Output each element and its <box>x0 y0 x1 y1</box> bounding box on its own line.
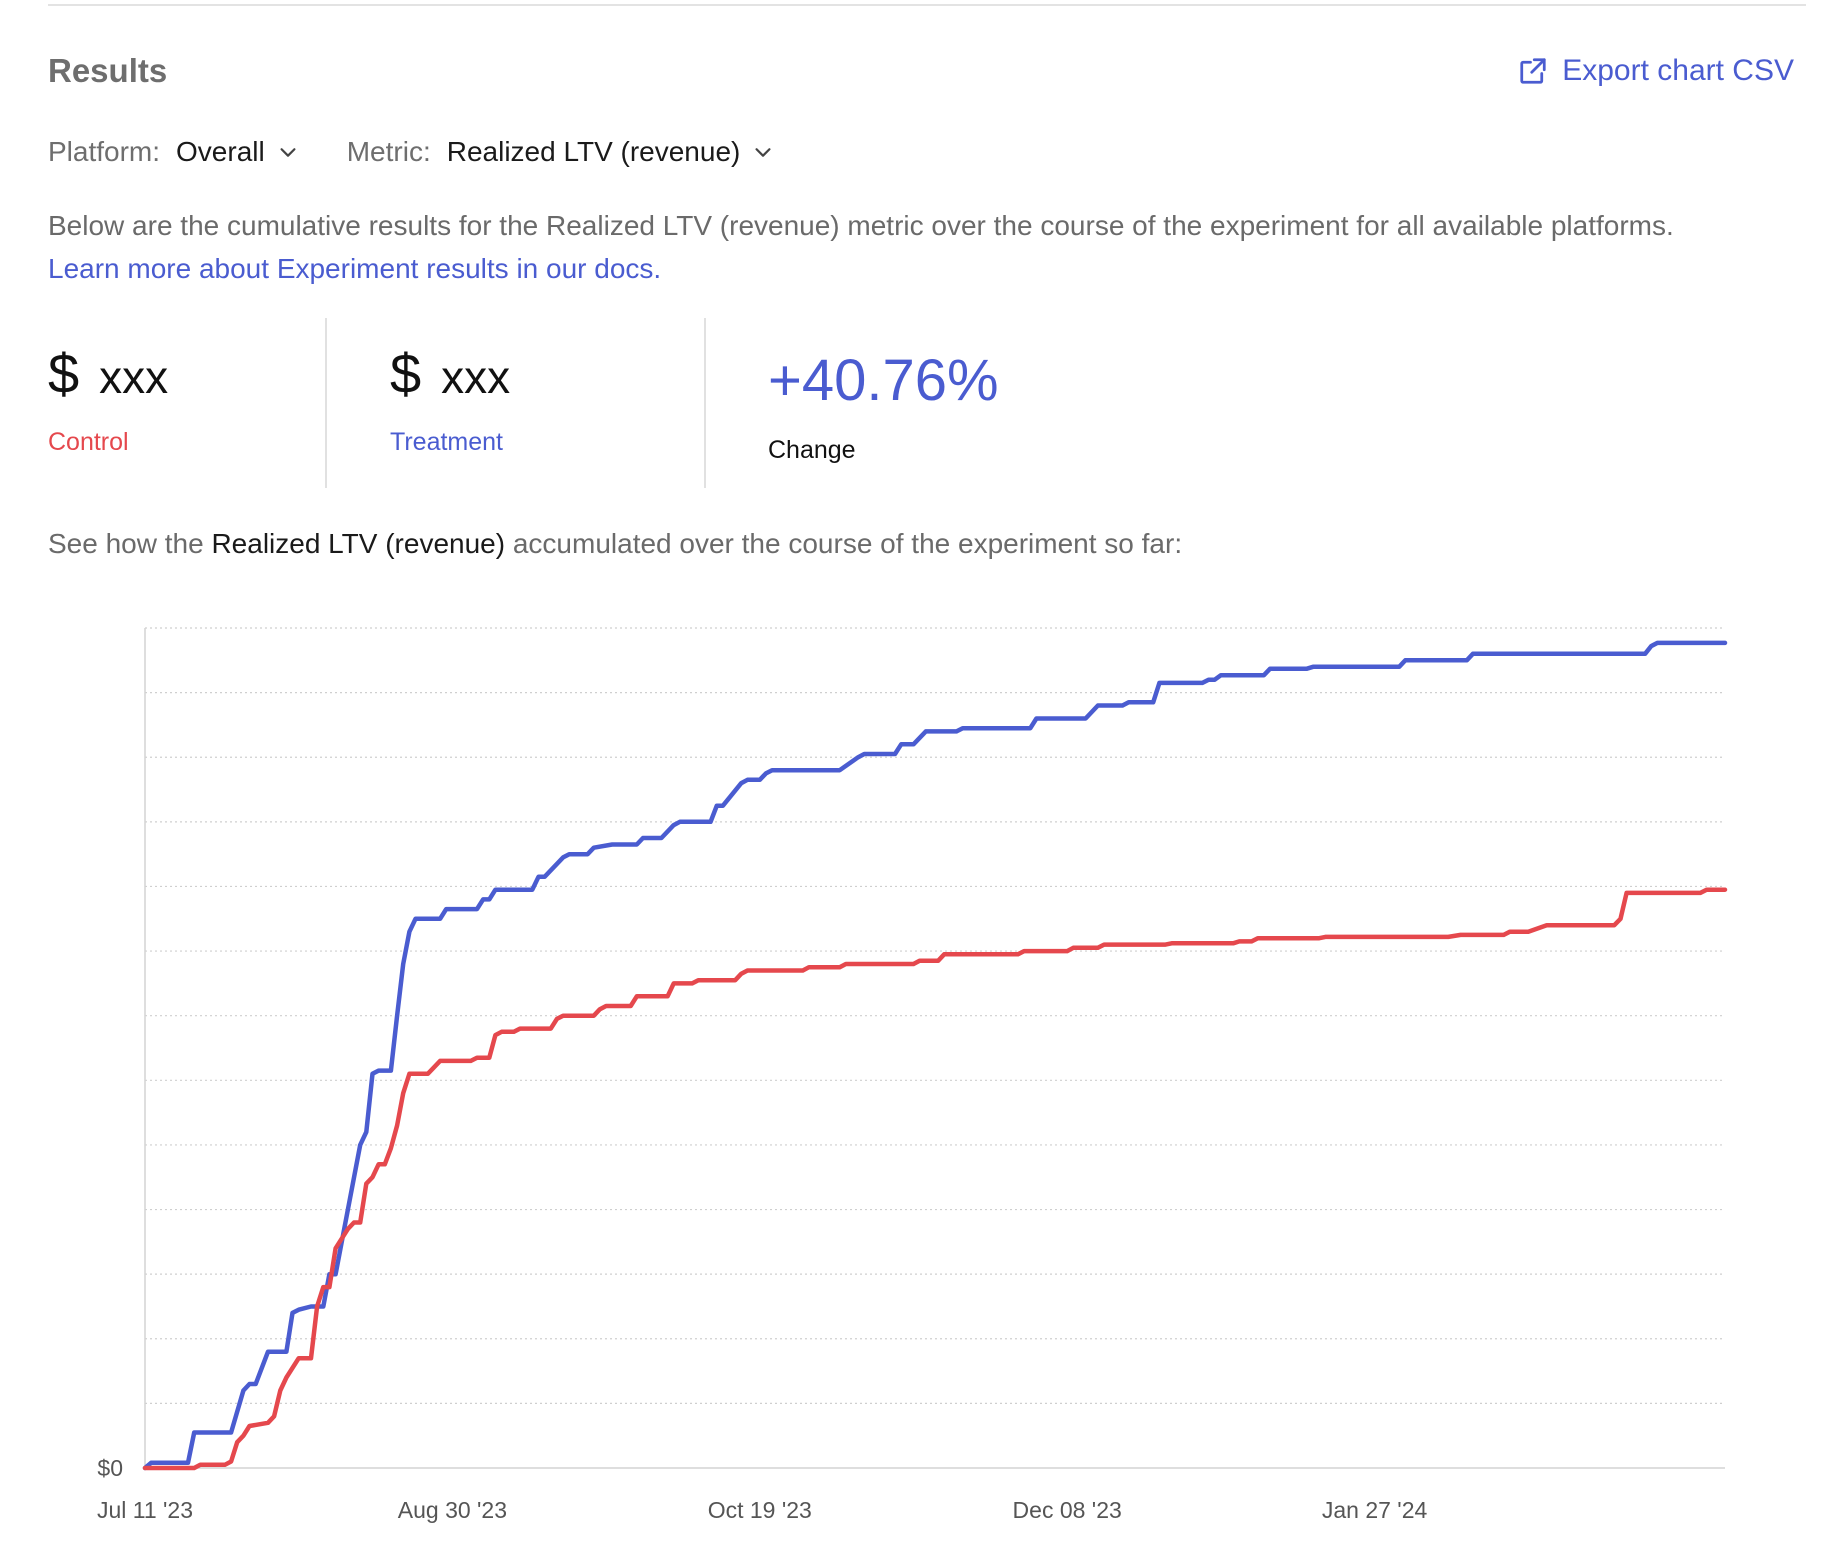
series-line-control <box>142 887 1728 1471</box>
platform-value: Overall <box>176 136 265 167</box>
description-text: Below are the cumulative results for the… <box>48 210 1674 241</box>
x-tick-label: Jan 27 '24 <box>1322 1497 1428 1523</box>
change-stat: +40.76% Change <box>768 318 1168 488</box>
y-tick-label: $0 <box>97 1455 123 1481</box>
metric-dropdown[interactable]: Metric: Realized LTV (revenue) <box>347 136 775 168</box>
control-label: Control <box>48 428 129 456</box>
control-currency: $ <box>48 342 80 405</box>
accumulation-suffix: accumulated over the course of the exper… <box>512 528 1183 559</box>
platform-label: Platform: <box>48 136 161 167</box>
accumulation-text: See how the Realized LTV (revenue) accum… <box>48 528 1182 560</box>
treatment-amount: xxx <box>441 351 511 403</box>
metric-label: Metric: <box>346 136 431 167</box>
chart-axes <box>144 628 1725 1469</box>
filter-bar: Platform: Overall Metric: Realized LTV (… <box>48 136 774 168</box>
x-tick-label: Aug 30 '23 <box>398 1497 507 1523</box>
export-chart-csv-label: Export chart CSV <box>1562 54 1794 87</box>
control-amount: xxx <box>99 351 169 403</box>
treatment-stat: $ xxx Treatment <box>390 318 690 488</box>
change-value: +40.76% <box>768 348 999 413</box>
chart-series <box>142 640 1728 1471</box>
chart-gridlines <box>145 627 1725 1404</box>
cumulative-ltv-chart[interactable]: Jul 11 '23 Aug 30 '23 Oct 19 '23 Dec 08 '23… <box>0 600 1824 1550</box>
export-chart-csv-button[interactable]: Export chart CSV <box>1518 54 1794 88</box>
x-tick-label: Dec 08 '23 <box>1013 1497 1122 1523</box>
results-description: Below are the cumulative results for the… <box>48 204 1798 290</box>
metric-value: Realized LTV (revenue) <box>446 136 741 167</box>
x-tick-label: Jul 11 '23 <box>97 1497 193 1523</box>
series-line-treatment <box>142 640 1728 1471</box>
control-value: $ xxx <box>48 346 308 402</box>
docs-link[interactable]: Learn more about Experiment results in o… <box>48 253 662 284</box>
stat-divider <box>704 318 706 488</box>
accumulation-prefix: See how the <box>48 528 204 559</box>
treatment-currency: $ <box>390 342 422 405</box>
change-label: Change <box>768 436 856 464</box>
page-title: Results <box>48 52 168 89</box>
stat-divider <box>325 318 327 488</box>
chevron-down-icon <box>280 148 296 157</box>
platform-dropdown[interactable]: Platform: Overall <box>48 136 299 168</box>
external-link-icon <box>1520 58 1546 84</box>
accumulation-metric: Realized LTV (revenue) <box>211 528 506 559</box>
top-divider <box>48 4 1806 6</box>
x-tick-label: Oct 19 '23 <box>708 1497 812 1523</box>
treatment-label: Treatment <box>390 428 504 456</box>
treatment-value: $ xxx <box>390 346 690 402</box>
chart-tick-labels: Jul 11 '23 Aug 30 '23 Oct 19 '23 Dec 08 '23… <box>97 1455 1428 1523</box>
control-stat: $ xxx Control <box>48 318 308 488</box>
chevron-down-icon <box>755 148 771 157</box>
